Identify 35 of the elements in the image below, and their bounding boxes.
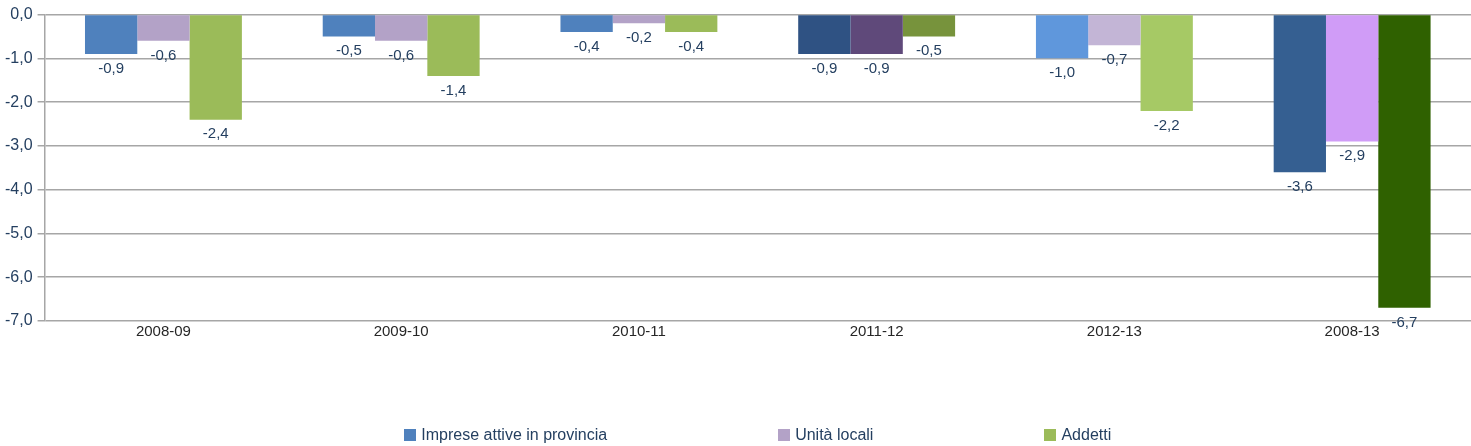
x-tick-label: 2012-13 [1086, 322, 1142, 340]
legend-label: Unità locali [795, 426, 874, 444]
data-label: -1,0 [1049, 63, 1076, 81]
x-tick-label: 2008-09 [135, 322, 191, 340]
x-tick-label: 2010-11 [611, 322, 666, 340]
y-tick-label: -4,0 [4, 180, 33, 198]
legend-label: Addetti [1061, 426, 1112, 444]
data-label: -1,4 [440, 80, 467, 98]
y-tick-label: -3,0 [4, 136, 33, 154]
data-label: -0,4 [573, 36, 600, 54]
y-tick-label: 0,0 [10, 5, 33, 23]
data-label: -6,7 [1391, 312, 1418, 330]
data-label: -0,5 [335, 41, 362, 59]
y-tick-label: -5,0 [4, 223, 33, 241]
data-label: -0,9 [811, 58, 838, 76]
data-label: -0,5 [916, 41, 942, 59]
y-tick-label: -7,0 [4, 311, 33, 329]
x-tick-label: 2011-12 [849, 322, 904, 340]
y-tick-label: -2,0 [4, 92, 33, 110]
data-label: -0,6 [150, 45, 177, 63]
data-label: -2,9 [1339, 146, 1366, 164]
legend-label: Imprese attive in provincia [421, 426, 608, 444]
data-label: -0,6 [388, 45, 415, 63]
data-label: -0,9 [98, 58, 125, 76]
x-tick-label: 2008-13 [1324, 322, 1380, 340]
data-label: -0,2 [625, 27, 652, 45]
y-tick-label: -6,0 [4, 267, 33, 285]
data-label: -0,9 [863, 58, 890, 76]
data-label: -2,4 [202, 124, 229, 142]
data-label: -2,2 [1153, 115, 1180, 133]
data-label: -0,4 [678, 36, 705, 54]
data-label: -3,6 [1286, 176, 1313, 194]
x-tick-label: 2009-10 [373, 322, 429, 340]
y-tick-label: -1,0 [4, 48, 33, 66]
data-label: -0,7 [1101, 49, 1128, 67]
